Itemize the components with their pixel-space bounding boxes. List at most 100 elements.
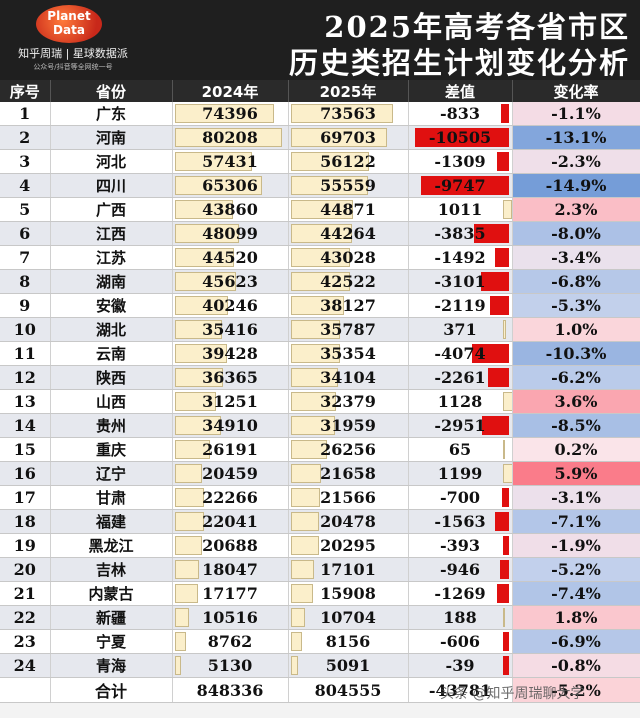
value-2025: 26256 [320, 440, 376, 459]
table-row: 20 吉林 18047 17101 -946 -5.2% [0, 557, 640, 582]
cell-2025: 26256 [288, 437, 409, 462]
cell-province: 江苏 [50, 245, 173, 270]
bar-2024 [174, 488, 205, 507]
value-2025: 44264 [320, 224, 376, 243]
cell-no: 18 [0, 509, 51, 534]
bar-2025 [290, 344, 340, 363]
value-2025: 5091 [325, 656, 371, 675]
cell-2024: 34910 [172, 413, 289, 438]
bar-2025 [290, 560, 315, 579]
cell-no: 7 [0, 245, 51, 270]
cell-diff: -9747 [408, 173, 513, 198]
cell-diff: 371 [408, 317, 513, 342]
cell-province: 辽宁 [50, 461, 173, 486]
cell-2024: 8762 [172, 629, 289, 654]
cell-no: 20 [0, 557, 51, 582]
watermark: 头条 @知乎周瑞聊大学 [440, 686, 585, 702]
table-row: 24 青海 5130 5091 -39 -0.8% [0, 653, 640, 678]
cell-rate: 1.0% [512, 317, 640, 342]
bar-2025 [290, 632, 302, 651]
cell-no: 14 [0, 413, 51, 438]
cell-province: 内蒙古 [50, 581, 173, 606]
cell-diff: -833 [408, 102, 513, 126]
cell-2024: 18047 [172, 557, 289, 582]
table-row: 7 江苏 44520 43028 -1492 -3.4% [0, 245, 640, 270]
enrollment-table: 序号 省份 2024年 2025年 差值 变化率 1 广东 74396 73563 -8… [0, 80, 640, 703]
cell-rate: 0.2% [512, 437, 640, 462]
bar-2024 [174, 464, 202, 483]
diff-positive-bar [502, 320, 506, 339]
cell-2024: 17177 [172, 581, 289, 606]
cell-rate: -6.2% [512, 365, 640, 390]
cell-rate: -8.0% [512, 221, 640, 246]
table-row: 17 甘肃 22266 21566 -700 -3.1% [0, 485, 640, 510]
bar-2025 [290, 152, 369, 171]
bar-2025 [290, 536, 319, 555]
table-row: 9 安徽 40246 38127 -2119 -5.3% [0, 293, 640, 318]
value-2025: 17101 [320, 560, 376, 579]
value-2024: 80208 [202, 128, 258, 147]
diff-negative-bar [502, 488, 509, 507]
value-diff: -9747 [434, 176, 486, 195]
cell-diff: -10505 [408, 125, 513, 150]
bar-2024 [174, 200, 234, 219]
value-2024: 43860 [202, 200, 258, 219]
cell-diff: -3101 [408, 269, 513, 294]
cell-2024: 5130 [172, 653, 289, 678]
value-2024: 48099 [202, 224, 258, 243]
cell-diff: -1269 [408, 581, 513, 606]
bar-2024 [174, 416, 222, 435]
cell-diff: -1309 [408, 149, 513, 174]
cell-no: 16 [0, 461, 51, 486]
diff-negative-bar [500, 560, 509, 579]
cell-2024: 39428 [172, 341, 289, 366]
value-diff: -606 [439, 632, 481, 651]
bar-2025 [290, 248, 351, 267]
value-2024: 34910 [202, 416, 258, 435]
cell-no: 21 [0, 581, 51, 606]
value-2024: 31251 [202, 392, 258, 411]
value-2025: 42522 [320, 272, 376, 291]
cell-2024: 74396 [172, 102, 289, 126]
value-2024: 39428 [202, 344, 258, 363]
cell-rate: -5.3% [512, 293, 640, 318]
cell-2024: 65306 [172, 173, 289, 198]
page-title-line2: 历史类招生计划变化分析 [288, 46, 630, 80]
cell-diff: -2261 [408, 365, 513, 390]
cell-province: 广东 [50, 102, 173, 126]
cell-diff: -1492 [408, 245, 513, 270]
diff-positive-bar [502, 464, 511, 483]
cell-no: 15 [0, 437, 51, 462]
value-2025: 20295 [320, 536, 376, 555]
cell-province: 湖北 [50, 317, 173, 342]
bar-2025 [290, 320, 341, 339]
cell-2025: 44264 [288, 221, 409, 246]
cell-2025: 10704 [288, 605, 409, 630]
header-banner: Planet Data 知乎周瑞 | 星球数据派 公众号/抖音等全网统一号 20… [0, 0, 640, 80]
cell-2025: 32379 [288, 389, 409, 414]
value-diff: 188 [443, 608, 477, 627]
bar-2024 [174, 368, 224, 387]
bar-2025 [290, 128, 388, 147]
value-2025: 44871 [320, 200, 376, 219]
value-2025: 20478 [320, 512, 376, 531]
cell-2025: 8156 [288, 629, 409, 654]
bar-2025 [290, 656, 298, 675]
cell-province: 吉林 [50, 557, 173, 582]
cell-2024: 31251 [172, 389, 289, 414]
value-2024: 18047 [202, 560, 258, 579]
cell-province: 福建 [50, 509, 173, 534]
cell-2025: 69703 [288, 125, 409, 150]
bar-2024 [174, 632, 187, 651]
cell-diff: 1011 [408, 197, 513, 222]
bar-2025 [290, 104, 393, 123]
table-row: 21 内蒙古 17177 15908 -1269 -7.4% [0, 581, 640, 606]
value-2024: 5130 [207, 656, 253, 675]
cell-2025: 20295 [288, 533, 409, 558]
diff-negative-bar [488, 368, 509, 387]
diff-negative-bar [489, 296, 509, 315]
value-diff: -393 [439, 536, 481, 555]
table-row: 16 辽宁 20459 21658 1199 5.9% [0, 461, 640, 486]
cell-rate: -6.9% [512, 629, 640, 654]
value-diff: -10505 [428, 128, 492, 147]
